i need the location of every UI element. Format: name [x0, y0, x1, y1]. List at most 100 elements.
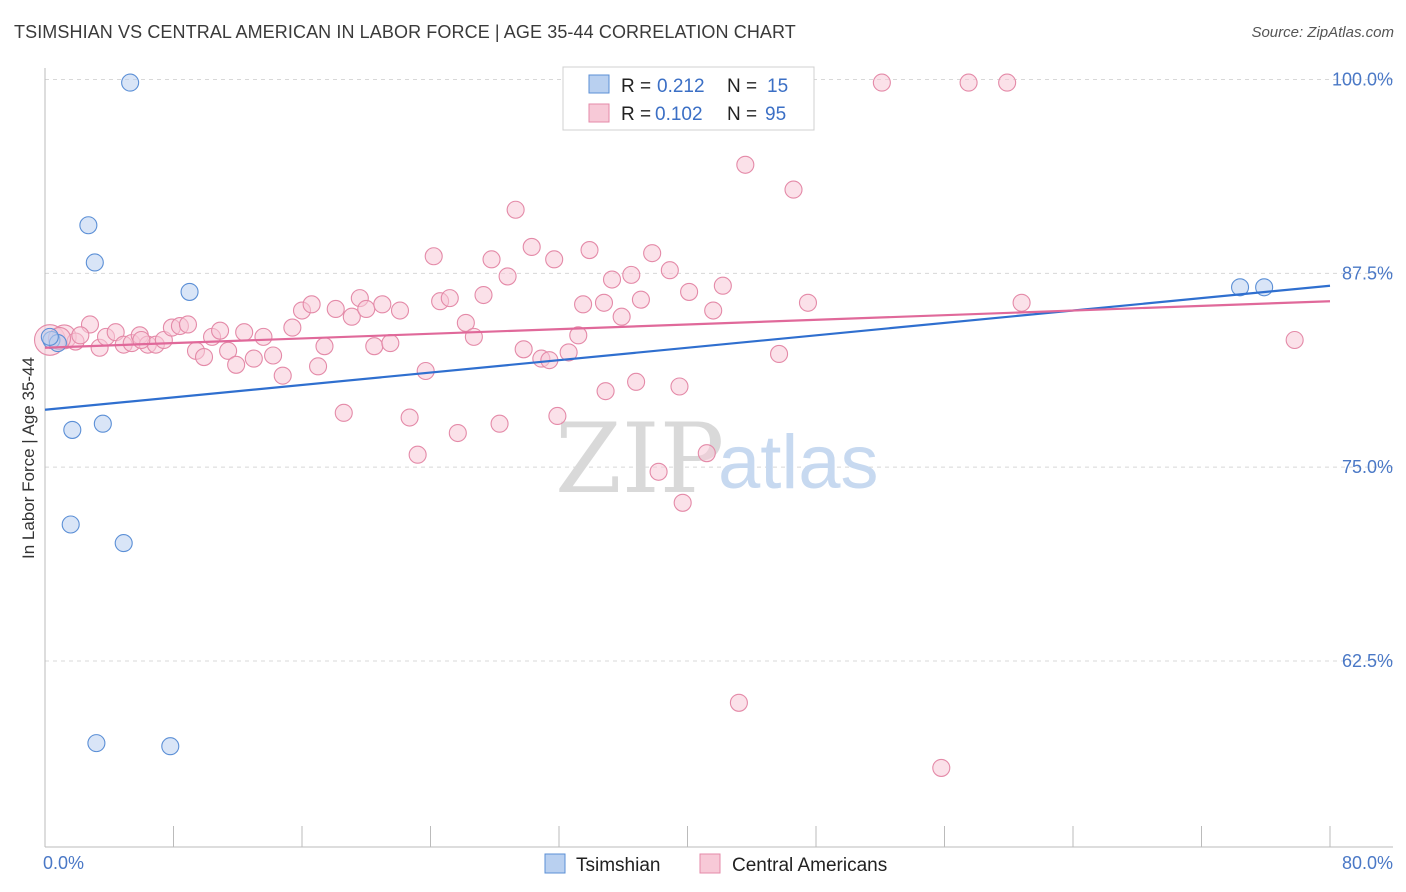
central-americans-point — [770, 344, 789, 363]
legend-n-value-1: 15 — [767, 76, 788, 97]
x-tick-label: 0.0% — [43, 853, 84, 873]
central-americans-point — [649, 462, 668, 481]
central-americans-point — [580, 241, 599, 260]
central-americans-point — [660, 261, 679, 280]
central-americans-point — [390, 301, 410, 320]
central-americans-point — [713, 276, 732, 295]
central-americans-point — [424, 247, 443, 266]
watermark-atlas: atlas — [718, 420, 879, 505]
legend-n-label-2: N = — [727, 104, 757, 125]
central-americans-point — [574, 295, 593, 314]
legend-swatch-central-americans — [588, 103, 610, 123]
y-tick-label: 87.5% — [1342, 263, 1393, 283]
central-americans-point — [1012, 293, 1031, 312]
watermark: ZIP atlas — [555, 403, 879, 515]
bottom-legend-label-tsimshian: Tsimshian — [576, 855, 660, 876]
central-americans-point — [559, 343, 578, 362]
central-americans-point — [697, 444, 716, 463]
central-americans-point — [729, 693, 748, 712]
tsimshian-point — [180, 282, 199, 301]
central-americans-point — [602, 270, 622, 289]
central-americans-point — [506, 200, 525, 219]
central-americans-point — [219, 341, 238, 360]
central-americans-point — [283, 318, 302, 337]
chart-title: TSIMSHIAN VS CENTRAL AMERICAN IN LABOR F… — [14, 22, 796, 42]
central-americans-point — [315, 337, 334, 356]
central-americans-point — [373, 295, 392, 314]
legend-r-label-1: R = — [621, 76, 651, 97]
central-americans-point — [482, 250, 501, 269]
legend-r-value-2: 0.102 — [655, 104, 703, 125]
central-americans-point — [400, 408, 419, 427]
central-americans-point — [670, 377, 689, 396]
x-tick-labels: 0.0% 80.0% — [43, 853, 1393, 873]
central-americans-point — [254, 327, 273, 346]
central-americans-point — [612, 307, 631, 326]
central-americans-point — [798, 293, 818, 312]
legend-r-label-2: R = — [621, 104, 651, 125]
y-tick-labels: 62.5% 75.0% 87.5% 100.0% — [1332, 70, 1393, 671]
central-americans-point — [381, 334, 400, 353]
central-americans-point — [71, 326, 90, 345]
central-americans-point — [548, 406, 567, 426]
y-tick-label: 75.0% — [1342, 457, 1393, 477]
bottom-legend-swatch-tsimshian — [544, 853, 566, 874]
central-americans-trend-line — [44, 300, 1331, 349]
central-americans-point — [1285, 330, 1304, 350]
tsimshian-point — [161, 737, 180, 756]
central-americans-point — [416, 361, 435, 381]
central-americans-point — [227, 355, 246, 374]
central-americans-point — [211, 321, 230, 340]
central-americans-point — [872, 73, 891, 92]
central-americans-point — [680, 282, 699, 301]
watermark-zip: ZIP — [555, 403, 724, 515]
trend-lines — [44, 284, 1331, 411]
central-americans-point — [631, 290, 650, 309]
central-americans-point — [302, 295, 321, 314]
tsimshian-trend-line — [44, 284, 1331, 411]
central-americans-point — [643, 244, 662, 263]
source-credit: Source: ZipAtlas.com — [1251, 24, 1394, 41]
x-tick-label: 80.0% — [1342, 853, 1393, 873]
central-americans-point — [474, 285, 493, 305]
tsimshian-point — [114, 534, 133, 553]
central-americans-point — [132, 330, 151, 350]
central-americans-point — [357, 299, 376, 319]
central-americans-point — [178, 315, 198, 334]
central-americans-point — [440, 289, 459, 308]
central-americans-point — [235, 323, 254, 342]
central-americans-point — [408, 445, 427, 464]
tsimshian-point — [61, 515, 80, 534]
central-americans-point — [784, 180, 803, 199]
central-americans-point — [522, 237, 541, 257]
central-americans-point — [334, 403, 353, 422]
legend-r-value-1: 0.212 — [657, 76, 705, 97]
central-americans-point — [448, 423, 467, 443]
central-americans-point — [309, 357, 328, 376]
series-legend: Tsimshian Central Americans — [544, 853, 887, 876]
central-americans-point — [194, 347, 214, 367]
central-americans-point — [998, 73, 1017, 92]
legend-n-value-2: 95 — [765, 104, 786, 125]
central-americans-point — [514, 340, 533, 359]
central-americans-point — [959, 73, 978, 92]
central-americans-point — [673, 493, 692, 512]
central-americans-point — [596, 382, 615, 401]
central-americans-point — [704, 301, 723, 320]
central-americans-point — [622, 265, 641, 284]
tsimshian-point — [79, 216, 98, 235]
central-americans-point — [326, 299, 345, 319]
central-americans-point — [273, 366, 292, 385]
grid-lines — [45, 79, 1394, 662]
y-tick-label: 100.0% — [1332, 70, 1393, 90]
y-tick-label: 62.5% — [1342, 651, 1393, 671]
stats-legend: R = 0.212 N = 15 R = 0.102 N = 95 — [562, 66, 815, 131]
tsimshian-point — [40, 327, 59, 346]
central-americans-point — [264, 346, 283, 365]
central-americans-point — [736, 155, 755, 174]
central-americans-point — [594, 293, 614, 312]
central-americans-point — [627, 372, 646, 391]
central-americans-point — [932, 758, 951, 777]
central-americans-point — [365, 337, 384, 356]
